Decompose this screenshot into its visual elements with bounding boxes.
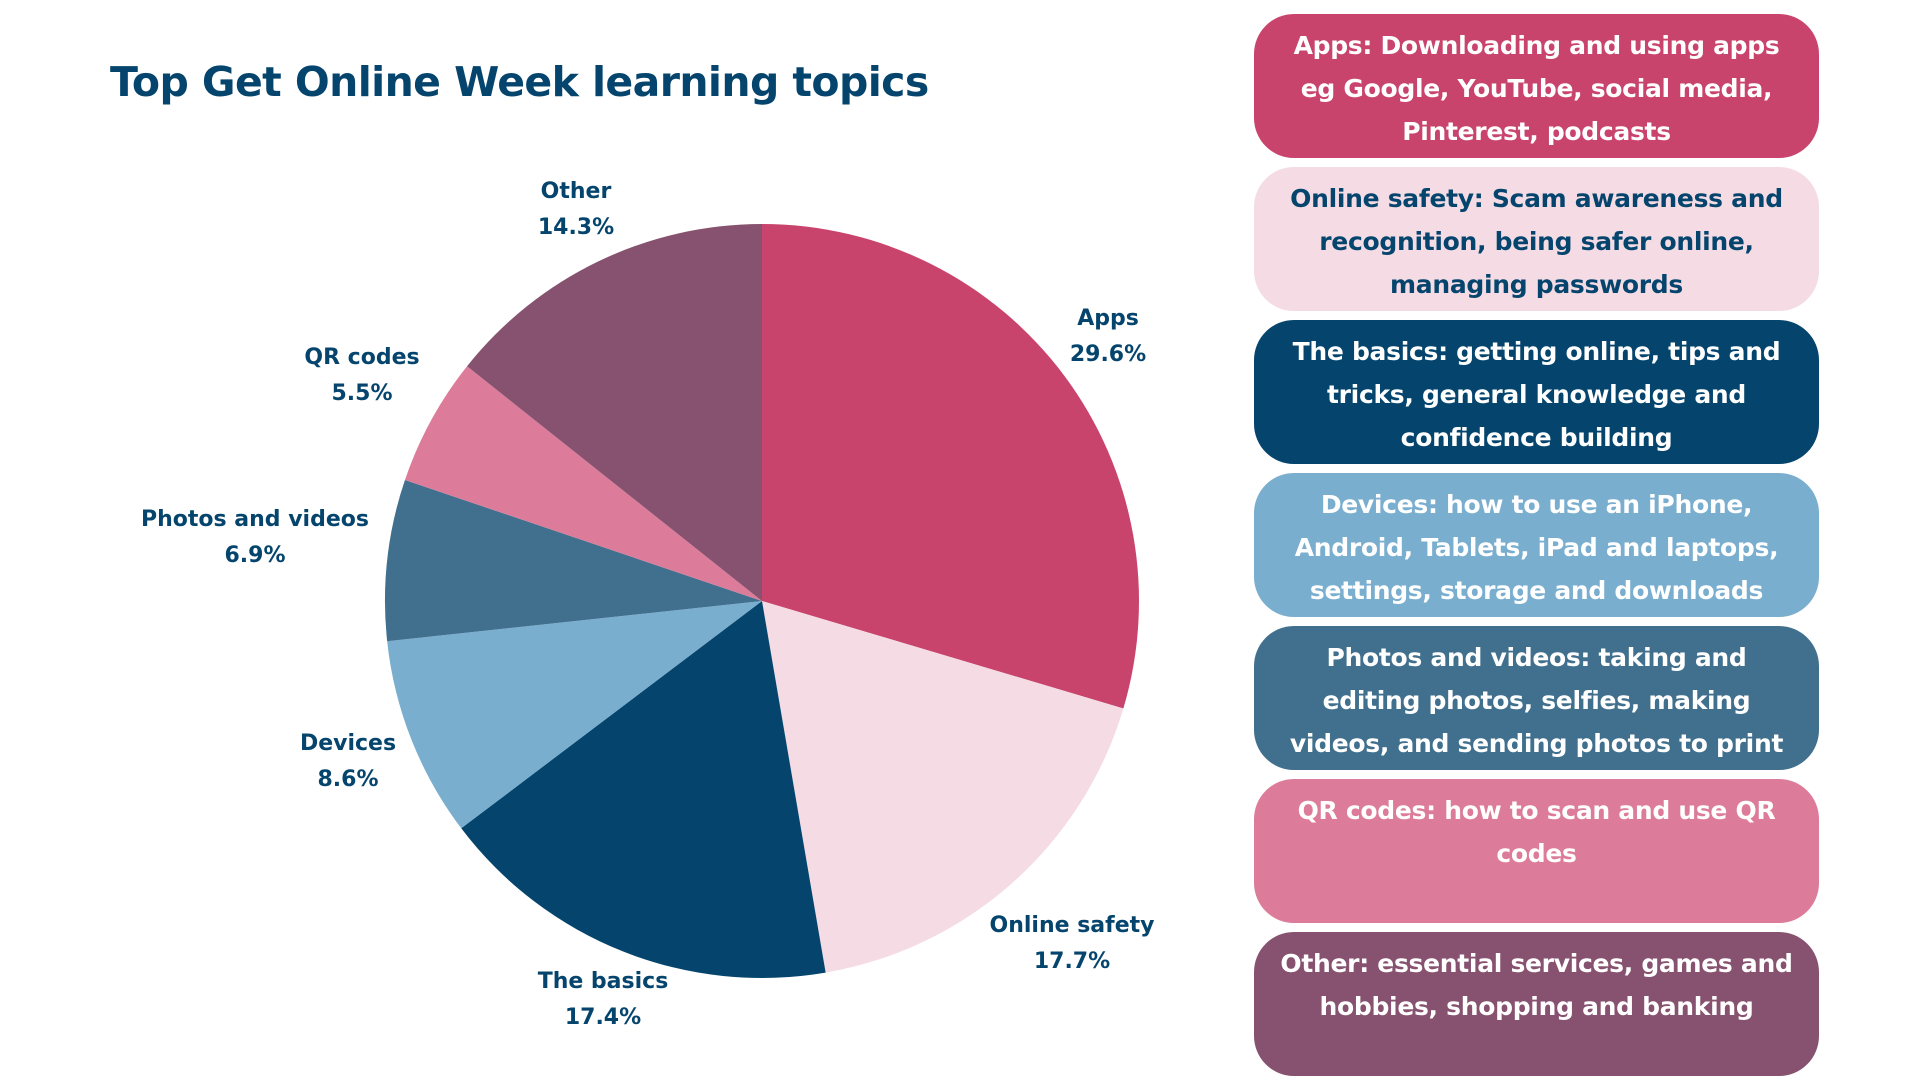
slice-label-name: Devices (300, 731, 396, 756)
slice-label-value: 8.6% (317, 767, 378, 792)
slice-label-name: The basics (538, 969, 669, 994)
pie-labels: Apps 29.6% Online safety 17.7% The basics 17.… (141, 179, 1154, 1030)
pie-slice-the-basics (461, 601, 826, 978)
pie-slice-devices (387, 601, 762, 829)
pie-chart: Apps 29.6% Online safety 17.7% The basics 17.… (141, 179, 1154, 1030)
slice-label-name: Apps (1077, 306, 1139, 331)
legend-box-photos-and-videos: Photos and videos: taking and editing ph… (1254, 626, 1819, 770)
pie-slice-other (467, 224, 762, 601)
slice-label-value: 14.3% (538, 215, 614, 240)
pie-slice-apps (762, 224, 1139, 709)
legend-text: Other: essential services, games and hob… (1280, 949, 1793, 1021)
slice-label-name: Photos and videos (141, 507, 369, 532)
legend-box-other: Other: essential services, games and hob… (1254, 932, 1819, 1076)
pie-slices (385, 224, 1139, 978)
legend-text: Online safety: Scam awareness and recogn… (1290, 184, 1783, 299)
legend-text: QR codes: how to scan and use QR codes (1297, 796, 1776, 868)
slice-label-name: Online safety (990, 913, 1155, 938)
slice-label-value: 17.7% (1034, 949, 1110, 974)
legend-text: Apps: Downloading and using apps eg Goog… (1293, 31, 1780, 146)
slice-label-name: Other (541, 179, 612, 204)
legend-box-the-basics: The basics: getting online, tips and tri… (1254, 320, 1819, 464)
slice-label-value: 29.6% (1070, 342, 1146, 367)
slice-label-value: 5.5% (331, 381, 392, 406)
slice-label-value: 6.9% (224, 543, 285, 568)
topic-legend: Apps: Downloading and using apps eg Goog… (1254, 14, 1819, 1085)
pie-slice-online-safety (762, 601, 1124, 973)
pie-slice-photos-and-videos (385, 480, 762, 642)
pie-slice-qr-codes (404, 366, 762, 601)
legend-text: Devices: how to use an iPhone, Android, … (1294, 490, 1779, 605)
legend-box-online-safety: Online safety: Scam awareness and recogn… (1254, 167, 1819, 311)
legend-box-qr-codes: QR codes: how to scan and use QR codes (1254, 779, 1819, 923)
slice-label-name: QR codes (304, 345, 419, 370)
slice-label-value: 17.4% (565, 1005, 641, 1030)
legend-box-apps: Apps: Downloading and using apps eg Goog… (1254, 14, 1819, 158)
chart-title: Top Get Online Week learning topics (110, 58, 929, 106)
legend-box-devices: Devices: how to use an iPhone, Android, … (1254, 473, 1819, 617)
legend-text: Photos and videos: taking and editing ph… (1289, 643, 1784, 758)
legend-text: The basics: getting online, tips and tri… (1292, 337, 1781, 452)
